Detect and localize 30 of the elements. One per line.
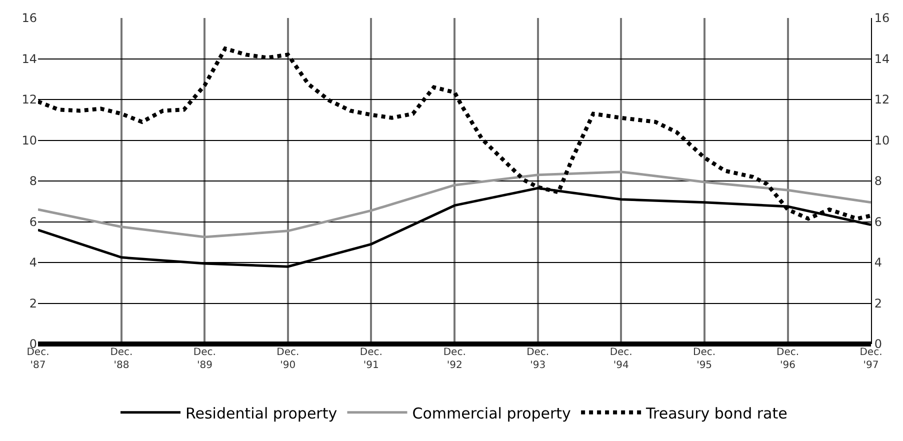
y2-tick-label: 4 xyxy=(874,256,882,270)
x-tick-label: Dec. '89 xyxy=(193,347,216,371)
x-tick-label: Dec. '91 xyxy=(360,347,382,371)
y-tick-label: 6 xyxy=(29,214,37,229)
y2-tick-label: 12 xyxy=(874,92,890,107)
line-series xyxy=(38,170,871,238)
legend-label: Commercial property xyxy=(412,404,572,422)
x-tick-label: Dec. '90 xyxy=(276,347,300,371)
legend-label: Treasury bond rate xyxy=(645,404,788,422)
x-tick-label: Dec. '96 xyxy=(776,347,800,371)
legend-label: Residential property xyxy=(186,404,338,422)
x-tick-label: Dec. '95 xyxy=(693,347,716,371)
y-tick-label: 10 xyxy=(22,133,37,148)
x-tick-label: Dec. '88 xyxy=(110,347,133,371)
y-tick-label: 16 xyxy=(22,11,37,26)
x-tick-label: Dec. '94 xyxy=(610,347,632,371)
y2-tick-label: 8 xyxy=(874,174,882,188)
x-tick-label: Dec. '93 xyxy=(526,347,550,371)
y2-tick-label: 6 xyxy=(874,214,882,229)
y-tick-label: 12 xyxy=(22,92,37,107)
y2-tick-label: 14 xyxy=(874,52,890,66)
y-tick-label: 2 xyxy=(29,296,37,310)
x-tick-label: Dec. '92 xyxy=(443,347,466,371)
y-tick-label: 14 xyxy=(22,52,37,66)
y-tick-label: 4 xyxy=(29,256,37,270)
x-tick-label: Dec. '97 xyxy=(860,347,882,371)
y2-tick-label: 2 xyxy=(874,296,882,310)
y-tick-label: 8 xyxy=(29,174,37,188)
y2-tick-label: 16 xyxy=(874,11,890,26)
y2-tick-label: 10 xyxy=(874,133,890,148)
